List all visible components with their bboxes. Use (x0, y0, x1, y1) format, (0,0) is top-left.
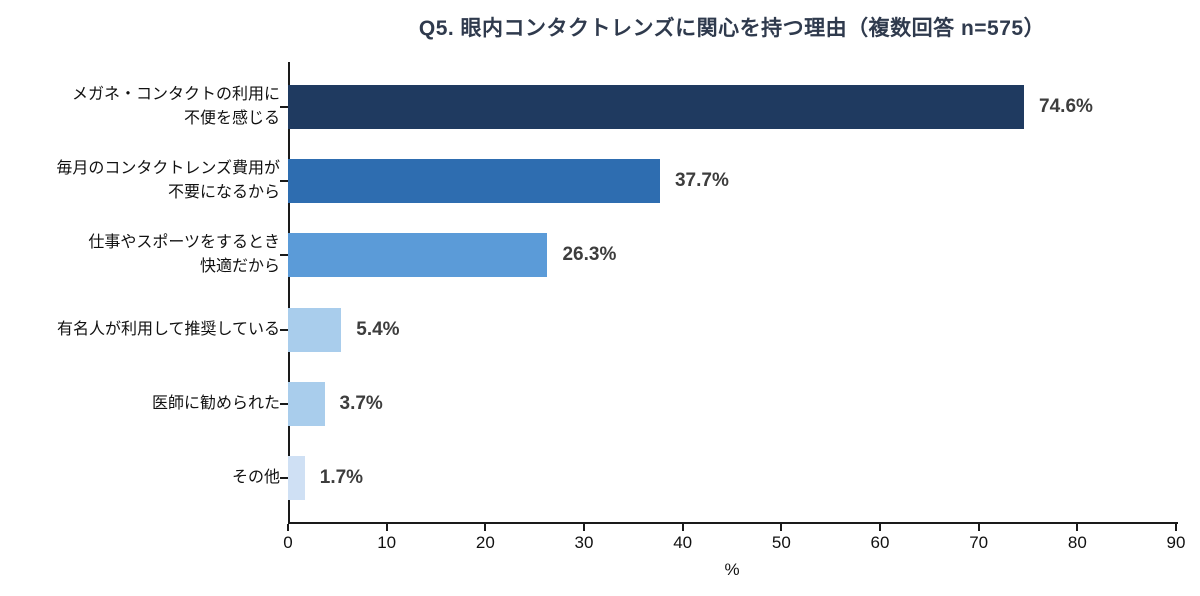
bar (288, 85, 1025, 129)
x-tick (583, 524, 585, 531)
bar (288, 233, 548, 278)
category-labels-gutter: メガネ・コンタクトの利用に 不便を感じる毎月のコンタクトレンズ費用が 不要になる… (0, 62, 280, 522)
category-tick (280, 477, 288, 479)
bar (288, 456, 305, 500)
x-tick (385, 524, 388, 531)
category-label: その他 (231, 469, 280, 486)
bar-value-label: 3.7% (339, 392, 383, 414)
bar (288, 159, 660, 204)
category-tick (280, 106, 288, 108)
bar-value-label: 1.7% (319, 467, 364, 488)
category-tick (280, 402, 288, 405)
x-tick-label: 20 (475, 533, 495, 552)
bar (288, 381, 325, 426)
bar (288, 307, 342, 352)
x-tick (484, 524, 487, 531)
plot-area: 74.6% 37.7% 26.3% 5.4% 3.7% 1.7% (280, 62, 1176, 522)
x-tick (780, 524, 783, 531)
x-tick-label: 40 (673, 533, 693, 552)
x-tick-label: 80 (1067, 533, 1087, 552)
category-tick (280, 328, 288, 331)
bar-value-label: 26.3% (562, 244, 617, 266)
x-axis-line (288, 522, 1178, 524)
x-tick-label: 0 (283, 533, 293, 552)
x-tick-label: 60 (870, 533, 890, 552)
chart-title: Q5. 眼内コンタクトレンズに関心を持つ理由（複数回答 n=575） (418, 17, 1046, 40)
category-label: 医師に勧められた (151, 394, 280, 412)
bar-value-label: 37.7% (674, 170, 729, 192)
category-label: 毎月のコンタクトレンズ費用が 不要になるから (56, 160, 280, 202)
bar-value-label: 5.4% (356, 318, 400, 340)
x-tick-label: 10 (377, 533, 397, 552)
x-tick (1175, 524, 1177, 531)
bar-value-label: 74.6% (1039, 96, 1093, 117)
category-label: 仕事やスポーツをするとき 快適だから (88, 234, 280, 276)
x-tick (287, 524, 289, 531)
x-tick-label: 90 (1166, 533, 1186, 552)
x-tick (977, 524, 980, 531)
y-axis-line (288, 62, 290, 524)
category-tick (280, 180, 288, 183)
x-axis-unit-label: % (724, 560, 740, 579)
category-label: メガネ・コンタクトの利用に 不便を感じる (71, 86, 280, 127)
category-tick (280, 254, 288, 257)
x-tick (681, 524, 684, 531)
x-tick-label: 50 (771, 533, 791, 552)
x-tick (879, 524, 881, 531)
x-tick-label: 30 (574, 533, 594, 552)
category-label: 有名人が利用して推奨している (56, 320, 280, 338)
x-tick (1076, 524, 1079, 531)
x-tick-label: 70 (969, 533, 989, 552)
